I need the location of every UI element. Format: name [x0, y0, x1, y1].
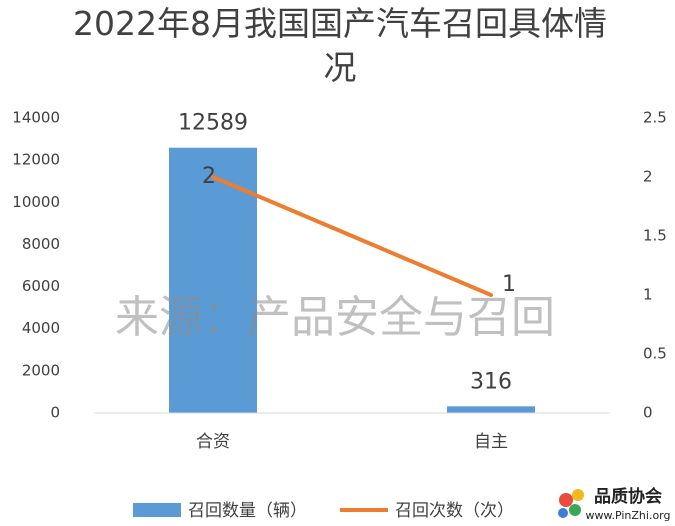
y-tick-label: 8000 [22, 235, 60, 253]
x-tick-label: 自主 [474, 432, 508, 452]
x-tick-label: 合资 [196, 432, 230, 452]
y-tick-label: 0 [50, 404, 60, 422]
data-label: 2 [202, 164, 216, 189]
y2-tick-label: 0.5 [643, 345, 667, 363]
bar [169, 147, 257, 413]
y2-tick-label: 0 [643, 404, 653, 422]
y-tick-label: 14000 [12, 109, 60, 127]
legend-label: 召回数量（辆） [188, 501, 307, 521]
legend-swatch [133, 503, 181, 517]
logo-icon [558, 489, 584, 518]
y-tick-label: 12000 [12, 151, 60, 169]
data-label: 1 [502, 272, 516, 297]
y2-tick-label: 2 [643, 168, 653, 186]
y-tick-label: 6000 [22, 277, 60, 295]
y2-tick-label: 1 [643, 286, 653, 304]
data-label: 12589 [178, 111, 248, 136]
y-tick-label: 2000 [22, 361, 60, 379]
legend-label: 召回次数（次） [395, 501, 514, 521]
y2-tick-label: 2.5 [643, 109, 667, 127]
watermark: 来源：产品安全与召回 [115, 292, 555, 343]
y-tick-label: 4000 [22, 319, 60, 337]
chart-title: 2022年8月我国国产汽车召回具体情况 [73, 4, 607, 87]
y-tick-label: 10000 [12, 193, 60, 211]
logo-name: 品质协会 [594, 486, 662, 507]
data-label: 316 [470, 369, 512, 394]
y2-tick-label: 1.5 [643, 227, 667, 245]
logo-url: www.PinZhi.org [586, 509, 671, 522]
line [211, 175, 493, 297]
bar [447, 406, 535, 413]
